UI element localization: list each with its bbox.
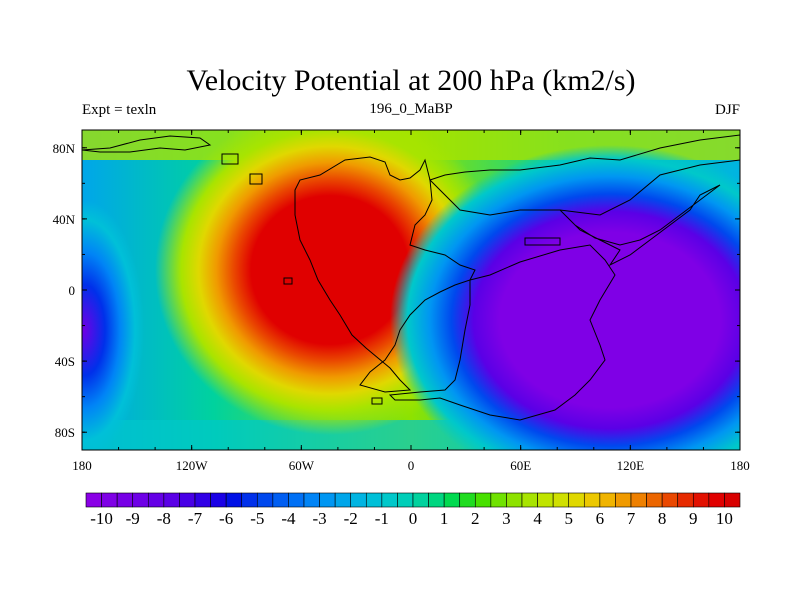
colorbar-label: -5 — [250, 509, 264, 528]
colorbar-label: 10 — [716, 509, 733, 528]
colorbar-label: 9 — [689, 509, 698, 528]
colorbar-label: 1 — [440, 509, 449, 528]
colorbar-swatch — [459, 492, 476, 508]
field-low-center — [390, 145, 740, 450]
colorbar-swatch — [381, 492, 398, 508]
colorbar-label: 7 — [627, 509, 636, 528]
x-tick-label: 180 — [730, 458, 750, 473]
x-tick-label: 60E — [510, 458, 531, 473]
colorbar-swatch — [147, 492, 165, 508]
colorbar-label: 4 — [533, 509, 542, 528]
y-tick-label: 0 — [69, 283, 76, 298]
y-tick-label: 80N — [53, 141, 76, 156]
colorbar-swatch — [303, 492, 320, 508]
colorbar-swatch — [568, 492, 585, 508]
colorbar-swatch — [132, 492, 149, 508]
colorbar-label: 0 — [409, 509, 418, 528]
colorbar-swatch — [692, 492, 710, 508]
colorbar-label: -9 — [126, 509, 140, 528]
colorbar-swatch — [194, 492, 211, 508]
colorbar-swatch — [288, 492, 305, 508]
colorbar-label: 5 — [564, 509, 573, 528]
colorbar-label: -10 — [90, 509, 113, 528]
colorbar-label: -2 — [344, 509, 358, 528]
y-axis: 80N 40N 0 40S 80S — [53, 141, 740, 440]
colorbar-swatch — [179, 492, 196, 508]
colorbar-labels: -10 -9 -8 -7 -6 -5 -4 -3 -2 -1 0 1 2 3 4 5 6 7 8 9 10 — [90, 509, 733, 528]
x-tick-label: 120W — [176, 458, 209, 473]
colorbar-label: 6 — [596, 509, 605, 528]
colorbar-swatch — [661, 492, 679, 508]
eurasia-coast — [429, 134, 740, 216]
small-island-4 — [371, 397, 383, 405]
colorbar-swatch — [101, 492, 118, 508]
colorbar-swatch — [506, 492, 523, 508]
greenland-arctic-coast — [82, 135, 212, 153]
small-island-2 — [249, 173, 263, 185]
colorbar-swatch — [241, 492, 258, 508]
colorbar-swatch — [163, 492, 180, 508]
colorbar-swatch — [552, 492, 570, 508]
y-tick-label: 40N — [53, 212, 76, 227]
colorbar-label: -1 — [375, 509, 389, 528]
coastlines — [82, 134, 740, 421]
colorbar-swatch — [615, 492, 632, 508]
colorbar-swatch — [521, 492, 538, 508]
x-tick-label: 0 — [408, 458, 415, 473]
x-tick-label: 180 — [72, 458, 92, 473]
colorbar-label: -8 — [157, 509, 171, 528]
colorbar-swatch — [708, 492, 725, 508]
right-label: DJF — [715, 102, 740, 118]
chart-title: Velocity Potential at 200 hPa (km2/s) — [186, 64, 635, 97]
small-island-1 — [221, 153, 239, 165]
x-tick-label: 120E — [617, 458, 645, 473]
colorbar-swatch — [724, 492, 741, 508]
colorbar-swatch — [412, 492, 429, 508]
field-dateline-low — [82, 200, 144, 450]
x-axis: 180 120W 60W 0 60E 120E 180 — [72, 130, 750, 473]
small-island-3 — [283, 277, 293, 285]
colorbar-label: -3 — [312, 509, 326, 528]
colorbar-swatch — [225, 492, 243, 508]
x-tick-label: 60W — [289, 458, 315, 473]
caspian-coast — [524, 237, 561, 246]
colorbar-label: -6 — [219, 509, 233, 528]
colorbar-swatch — [599, 492, 616, 508]
colorbar-label: 8 — [658, 509, 667, 528]
colorbar-swatch — [334, 492, 352, 508]
colorbar-swatch — [365, 492, 383, 508]
colorbar-swatch — [474, 492, 492, 508]
y-tick-label: 40S — [55, 354, 75, 369]
colorbar-label: 3 — [502, 509, 511, 528]
colorbar-swatch — [646, 492, 663, 508]
colorbar-swatch — [350, 492, 367, 508]
colorbar-swatch — [677, 492, 694, 508]
colorbar-swatch — [319, 492, 336, 508]
americas-coast — [294, 156, 476, 393]
colorbar-swatch — [583, 492, 601, 508]
center-label: 196_0_MaBP — [369, 101, 452, 117]
y-tick-label: 80S — [55, 425, 75, 440]
colorbar-swatch — [210, 492, 227, 508]
colorbar-swatch — [630, 492, 647, 508]
colorbar-swatch — [537, 492, 554, 508]
colorbar-label: -7 — [188, 509, 203, 528]
colorbar-swatch — [443, 492, 461, 508]
colorbar-swatch — [397, 492, 414, 508]
left-label: Expt = texln — [82, 102, 157, 118]
colorbar-label: 2 — [471, 509, 480, 528]
colorbar-label: -4 — [281, 509, 296, 528]
colorbar-swatch — [116, 492, 134, 508]
asia-southeast-coast — [559, 184, 721, 267]
colorbar — [85, 492, 741, 508]
colorbar-swatch — [256, 492, 274, 508]
colorbar-swatch — [272, 492, 289, 508]
field-plot — [82, 130, 740, 450]
colorbar-swatch — [85, 492, 102, 508]
colorbar-swatch — [428, 492, 445, 508]
colorbar-swatch — [490, 492, 507, 508]
africa-coast — [388, 244, 616, 421]
